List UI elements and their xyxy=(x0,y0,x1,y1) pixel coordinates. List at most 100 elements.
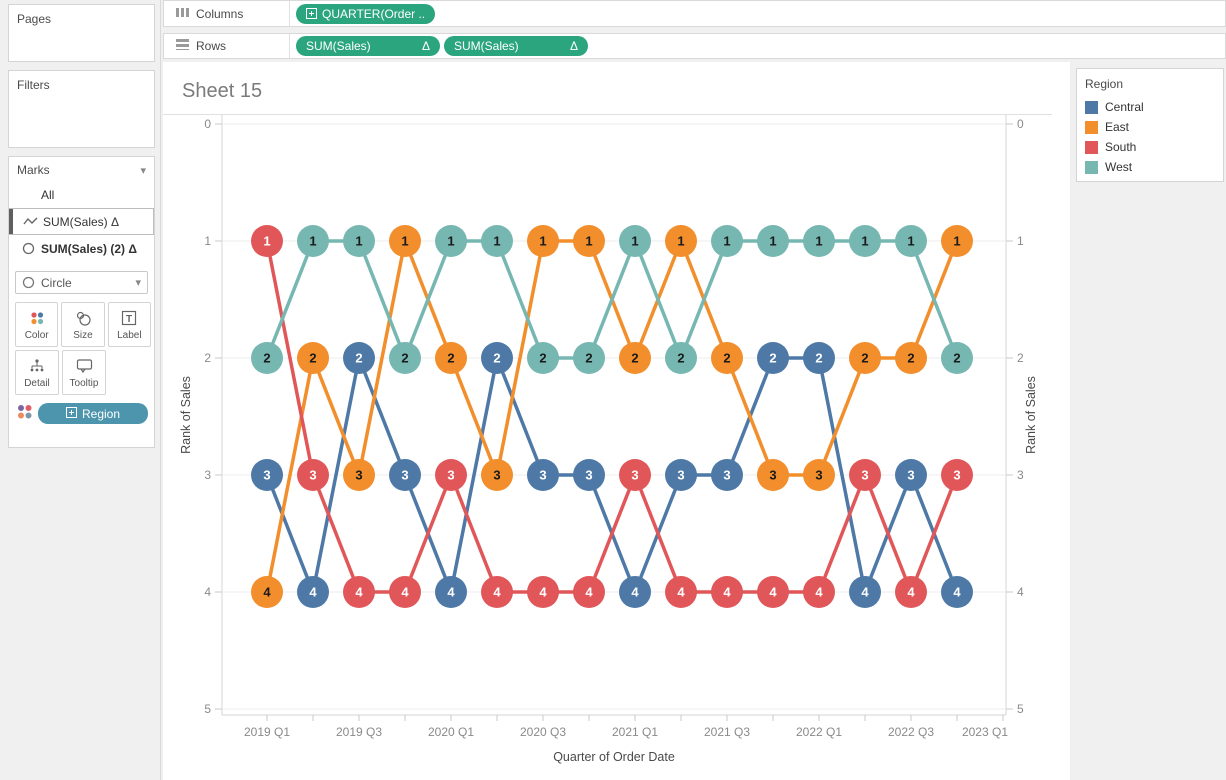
expand-icon[interactable] xyxy=(65,406,77,421)
label-button[interactable]: T Label xyxy=(107,302,151,347)
pages-shelf-label: Pages xyxy=(17,12,52,26)
mark-circle-central[interactable] xyxy=(849,576,881,608)
mark-circle-central[interactable] xyxy=(527,459,559,491)
mark-circle-east[interactable] xyxy=(895,342,927,374)
mark-circle-west[interactable] xyxy=(481,225,513,257)
rows-pill[interactable]: SUM(Sales) Δ xyxy=(296,36,440,56)
mark-circle-south[interactable] xyxy=(803,576,835,608)
mark-circle-central[interactable] xyxy=(573,459,605,491)
mark-rank-label: 4 xyxy=(861,585,869,600)
mark-circle-central[interactable] xyxy=(297,576,329,608)
mark-circle-central[interactable] xyxy=(803,342,835,374)
marks-card-header[interactable]: Marks ▾ xyxy=(9,157,154,181)
mark-circle-west[interactable] xyxy=(895,225,927,257)
mark-circle-east[interactable] xyxy=(941,225,973,257)
legend-item-west[interactable]: West xyxy=(1077,157,1223,177)
mark-circle-south[interactable] xyxy=(941,459,973,491)
mark-circle-east[interactable] xyxy=(251,576,283,608)
mark-circle-central[interactable] xyxy=(665,459,697,491)
mark-circle-west[interactable] xyxy=(573,342,605,374)
mark-circle-central[interactable] xyxy=(435,576,467,608)
mark-circle-east[interactable] xyxy=(435,342,467,374)
mark-circle-south[interactable] xyxy=(665,576,697,608)
mark-circle-central[interactable] xyxy=(389,459,421,491)
mark-rank-label: 2 xyxy=(493,351,500,366)
mark-circle-west[interactable] xyxy=(389,342,421,374)
mark-circle-south[interactable] xyxy=(757,576,789,608)
filters-shelf[interactable]: Filters xyxy=(8,70,155,148)
mark-circle-east[interactable] xyxy=(297,342,329,374)
mark-circle-east[interactable] xyxy=(389,225,421,257)
mark-circle-west[interactable] xyxy=(757,225,789,257)
mark-circle-east[interactable] xyxy=(481,459,513,491)
mark-circle-west[interactable] xyxy=(435,225,467,257)
chevron-down-icon[interactable]: ▾ xyxy=(140,164,146,177)
mark-circle-south[interactable] xyxy=(849,459,881,491)
marks-row-sum-sales-[interactable]: SUM(Sales) Δ xyxy=(9,208,154,235)
mark-type-dropdown[interactable]: Circle ▾ xyxy=(15,271,148,294)
legend-item-east[interactable]: East xyxy=(1077,117,1223,137)
mark-circle-central[interactable] xyxy=(481,342,513,374)
mark-circle-east[interactable] xyxy=(665,225,697,257)
mark-circle-west[interactable] xyxy=(665,342,697,374)
mark-circle-east[interactable] xyxy=(343,459,375,491)
mark-circle-central[interactable] xyxy=(251,459,283,491)
mark-circle-east[interactable] xyxy=(849,342,881,374)
mark-circle-central[interactable] xyxy=(941,576,973,608)
mark-circle-south[interactable] xyxy=(389,576,421,608)
mark-circle-west[interactable] xyxy=(619,225,651,257)
pages-shelf[interactable]: Pages xyxy=(8,4,155,62)
mark-circle-south[interactable] xyxy=(619,459,651,491)
mark-circle-west[interactable] xyxy=(251,342,283,374)
mark-circle-south[interactable] xyxy=(895,576,927,608)
mark-circle-west[interactable] xyxy=(343,225,375,257)
x-axis-label: 2022 Q1 xyxy=(796,725,842,739)
mark-circle-west[interactable] xyxy=(803,225,835,257)
mark-circle-south[interactable] xyxy=(527,576,559,608)
mark-circle-west[interactable] xyxy=(527,342,559,374)
mark-circle-east[interactable] xyxy=(757,459,789,491)
mark-circle-south[interactable] xyxy=(711,576,743,608)
mark-circle-central[interactable] xyxy=(711,459,743,491)
rows-pill[interactable]: SUM(Sales) Δ xyxy=(444,36,588,56)
color-button[interactable]: Color xyxy=(15,302,59,347)
mark-circle-east[interactable] xyxy=(619,342,651,374)
y-axis-label: 2 xyxy=(204,351,211,365)
mark-circle-west[interactable] xyxy=(711,225,743,257)
mark-circle-east[interactable] xyxy=(803,459,835,491)
legend-swatch xyxy=(1085,120,1098,134)
mark-circle-east[interactable] xyxy=(711,342,743,374)
mark-rank-label: 2 xyxy=(815,351,822,366)
tooltip-button[interactable]: Tooltip xyxy=(62,350,106,395)
marks-row-all[interactable]: All xyxy=(9,181,154,208)
mark-rank-label: 2 xyxy=(401,351,408,366)
region-pill[interactable]: Region xyxy=(38,403,148,424)
mark-circle-south[interactable] xyxy=(251,225,283,257)
mark-circle-south[interactable] xyxy=(297,459,329,491)
mark-circle-west[interactable] xyxy=(941,342,973,374)
mark-circle-south[interactable] xyxy=(435,459,467,491)
mark-circle-central[interactable] xyxy=(343,342,375,374)
color-indicator-icon xyxy=(17,404,32,424)
detail-button[interactable]: Detail xyxy=(15,350,59,395)
size-button[interactable]: Size xyxy=(61,302,105,347)
legend-panel: Region Central East South West xyxy=(1071,62,1226,780)
mark-circle-central[interactable] xyxy=(757,342,789,374)
marks-row-sum-sales-2-[interactable]: SUM(Sales) (2) Δ xyxy=(9,235,154,262)
mark-circle-west[interactable] xyxy=(297,225,329,257)
mark-circle-east[interactable] xyxy=(527,225,559,257)
circle-mark-icon xyxy=(19,242,37,255)
mark-rank-label: 4 xyxy=(401,585,409,600)
mark-circle-east[interactable] xyxy=(573,225,605,257)
mark-circle-south[interactable] xyxy=(343,576,375,608)
mark-circle-south[interactable] xyxy=(573,576,605,608)
mark-circle-south[interactable] xyxy=(481,576,513,608)
legend-item-central[interactable]: Central xyxy=(1077,97,1223,117)
mark-rank-label: 3 xyxy=(355,468,362,483)
mark-circle-west[interactable] xyxy=(849,225,881,257)
mark-circle-central[interactable] xyxy=(619,576,651,608)
mark-circle-central[interactable] xyxy=(895,459,927,491)
legend-item-south[interactable]: South xyxy=(1077,137,1223,157)
columns-pill[interactable]: QUARTER(Order .. xyxy=(296,3,436,24)
expand-icon[interactable] xyxy=(306,8,317,19)
